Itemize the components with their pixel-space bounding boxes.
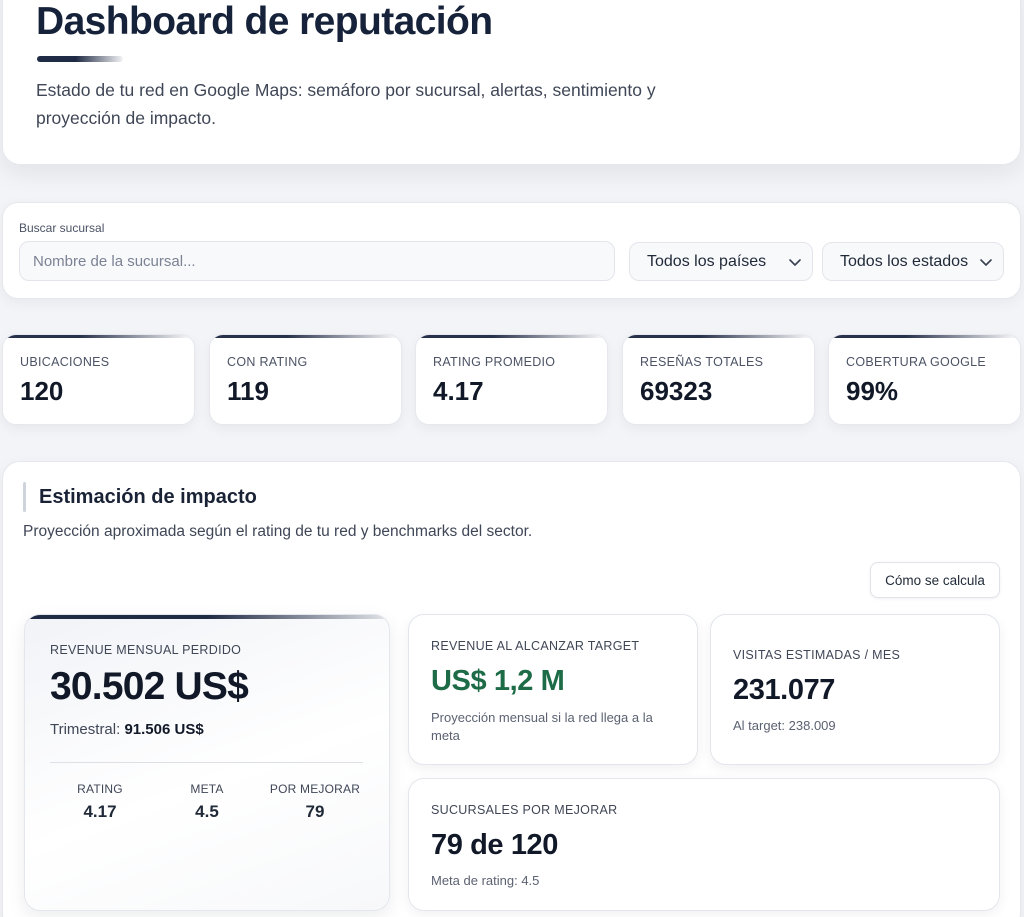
- branches-note: Meta de rating: 4.5: [431, 873, 540, 888]
- target-revenue-label: REVENUE AL ALCANZAR TARGET: [431, 639, 640, 653]
- divider: [50, 762, 363, 763]
- kpi-card-with-rating: CON RATING 119: [209, 334, 402, 425]
- section-accent-bar: [23, 482, 26, 512]
- page-subtitle: Estado de tu red en Google Maps: semáfor…: [36, 80, 656, 128]
- search-input[interactable]: [19, 241, 615, 281]
- quarterly-revenue: Trimestral: 91.506 US$: [50, 721, 204, 738]
- kpi-label: CON RATING: [227, 355, 308, 369]
- kpi-label: RESEÑAS TOTALES: [640, 355, 764, 369]
- kpi-value: 69323: [640, 376, 713, 406]
- branches-label: SUCURSALES POR MEJORAR: [431, 803, 618, 817]
- stat-label: META: [190, 782, 224, 796]
- impact-title: Estimación de impacto: [39, 486, 257, 508]
- visits-note: Al target: 238.009: [733, 718, 836, 733]
- target-revenue-note: Proyección mensual si la red llega a la …: [431, 710, 653, 743]
- chevron-down-icon: [980, 259, 992, 266]
- stat-to-improve: POR MEJORAR 79: [265, 782, 365, 822]
- branches-value: 79 de 120: [431, 829, 558, 861]
- kpi-value: 119: [227, 376, 269, 406]
- stat-value: 79: [305, 802, 325, 821]
- visits-label: VISITAS ESTIMADAS / MES: [733, 648, 901, 662]
- lost-revenue-label: REVENUE MENSUAL PERDIDO: [50, 643, 242, 657]
- kpi-card-total-reviews: RESEÑAS TOTALES 69323: [622, 334, 815, 425]
- how-calculated-button[interactable]: Cómo se calcula: [870, 562, 1000, 598]
- stat-value: 4.5: [195, 802, 219, 821]
- kpi-label: RATING PROMEDIO: [433, 355, 556, 369]
- country-select-value: Todos los países: [647, 252, 767, 270]
- search-label: Buscar sucursal: [19, 221, 105, 235]
- visits-value: 231.077: [733, 674, 836, 706]
- stat-label: RATING: [77, 782, 123, 796]
- branches-to-improve-card: [408, 778, 1000, 911]
- kpi-value: 4.17: [433, 376, 484, 406]
- target-revenue-value: US$ 1,2 M: [431, 665, 565, 697]
- kpi-label: COBERTURA GOOGLE: [846, 355, 987, 369]
- kpi-card-google-coverage: COBERTURA GOOGLE 99%: [828, 334, 1021, 425]
- quarterly-value: 91.506 US$: [124, 721, 204, 738]
- target-revenue-card: [408, 614, 698, 765]
- impact-subtitle: Proyección aproximada según el rating de…: [23, 523, 533, 540]
- stat-goal: META 4.5: [157, 782, 257, 822]
- chevron-down-icon: [789, 259, 801, 266]
- stat-rating: RATING 4.17: [50, 782, 150, 822]
- state-select[interactable]: Todos los estados: [822, 242, 1004, 281]
- kpi-value: 120: [20, 376, 64, 406]
- state-select-value: Todos los estados: [840, 252, 969, 270]
- stat-label: POR MEJORAR: [269, 782, 361, 796]
- quarterly-label: Trimestral:: [50, 721, 121, 738]
- estimated-visits-card: [710, 614, 1000, 765]
- page-title: Dashboard de reputación: [36, 0, 493, 43]
- country-select[interactable]: Todos los países: [629, 242, 813, 281]
- kpi-card-average-rating: RATING PROMEDIO 4.17: [415, 334, 608, 425]
- header-card: [2, 0, 1021, 165]
- kpi-card-locations: UBICACIONES 120: [2, 334, 195, 425]
- title-underline: [37, 56, 123, 62]
- kpi-value: 99%: [846, 376, 899, 406]
- stat-value: 4.17: [83, 802, 117, 821]
- kpi-label: UBICACIONES: [20, 355, 110, 369]
- lost-revenue-value: 30.502 US$: [50, 665, 249, 708]
